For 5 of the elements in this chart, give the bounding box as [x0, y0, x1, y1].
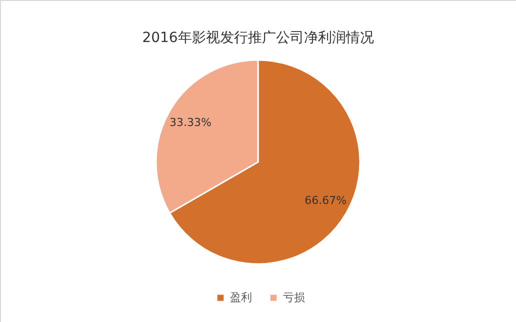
legend-label: 亏损: [283, 290, 305, 304]
legend-label: 盈利: [230, 290, 252, 304]
data-label: 66.67%: [304, 194, 347, 208]
data-label: 33.33%: [169, 116, 212, 129]
chart-title: 2016年影视发行推广公司净利润情况: [142, 30, 374, 46]
